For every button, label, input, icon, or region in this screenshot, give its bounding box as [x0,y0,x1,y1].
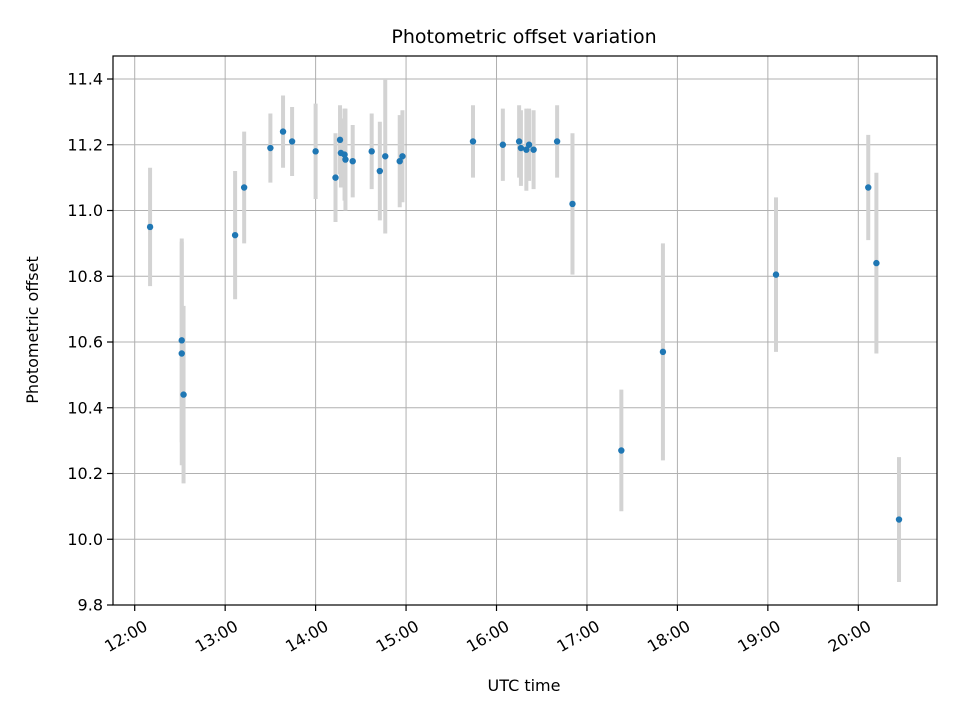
data-point [525,141,533,148]
data-point [180,391,187,398]
data-point [376,167,384,175]
data-point [349,157,356,165]
data-point [240,184,248,191]
y-tick-label: 11.0 [67,201,103,220]
data-point [342,156,349,163]
y-axis-ticks: 9.8 10.0 10.2 10.4 10.6 10.8 11.0 11.2 11.4 [67,70,113,615]
data-point [530,146,537,153]
y-tick-label: 10.8 [67,267,103,286]
y-tick-label: 10.4 [67,398,103,417]
data-points [146,128,903,523]
data-point [499,141,507,148]
data-point [399,153,406,160]
y-tick-label: 10.0 [67,530,103,549]
data-point [312,148,319,155]
y-tick-label: 11.2 [67,135,103,154]
data-point [146,223,154,231]
data-point [553,138,561,145]
data-point [873,259,880,267]
plot-area-frame [112,55,938,606]
data-point [772,271,780,278]
data-point [178,350,185,357]
data-point [618,447,625,454]
data-point [517,144,525,152]
data-point [659,348,667,356]
data-point [523,146,530,153]
data-point [396,157,403,165]
data-point [515,138,523,145]
data-point [288,138,296,145]
data-point [469,138,477,145]
y-tick-label: 9.8 [78,596,103,615]
data-point [368,148,375,155]
y-tick-label: 10.2 [67,464,103,483]
data-point [341,151,348,158]
chart-title: Photometric offset variation [391,26,656,48]
data-point [332,174,339,181]
data-point [178,337,185,344]
data-point [895,516,903,523]
y-axis-label: Photometric offset [23,256,42,404]
y-tick-label: 11.4 [67,70,103,89]
data-point [336,136,344,144]
data-point [267,144,274,152]
y-tick-label: 10.6 [67,333,103,352]
data-point [382,153,389,160]
data-point [569,200,576,208]
data-point [231,231,239,239]
x-axis-label: UTC time [488,676,561,695]
data-point [865,184,872,191]
data-point [279,128,287,135]
